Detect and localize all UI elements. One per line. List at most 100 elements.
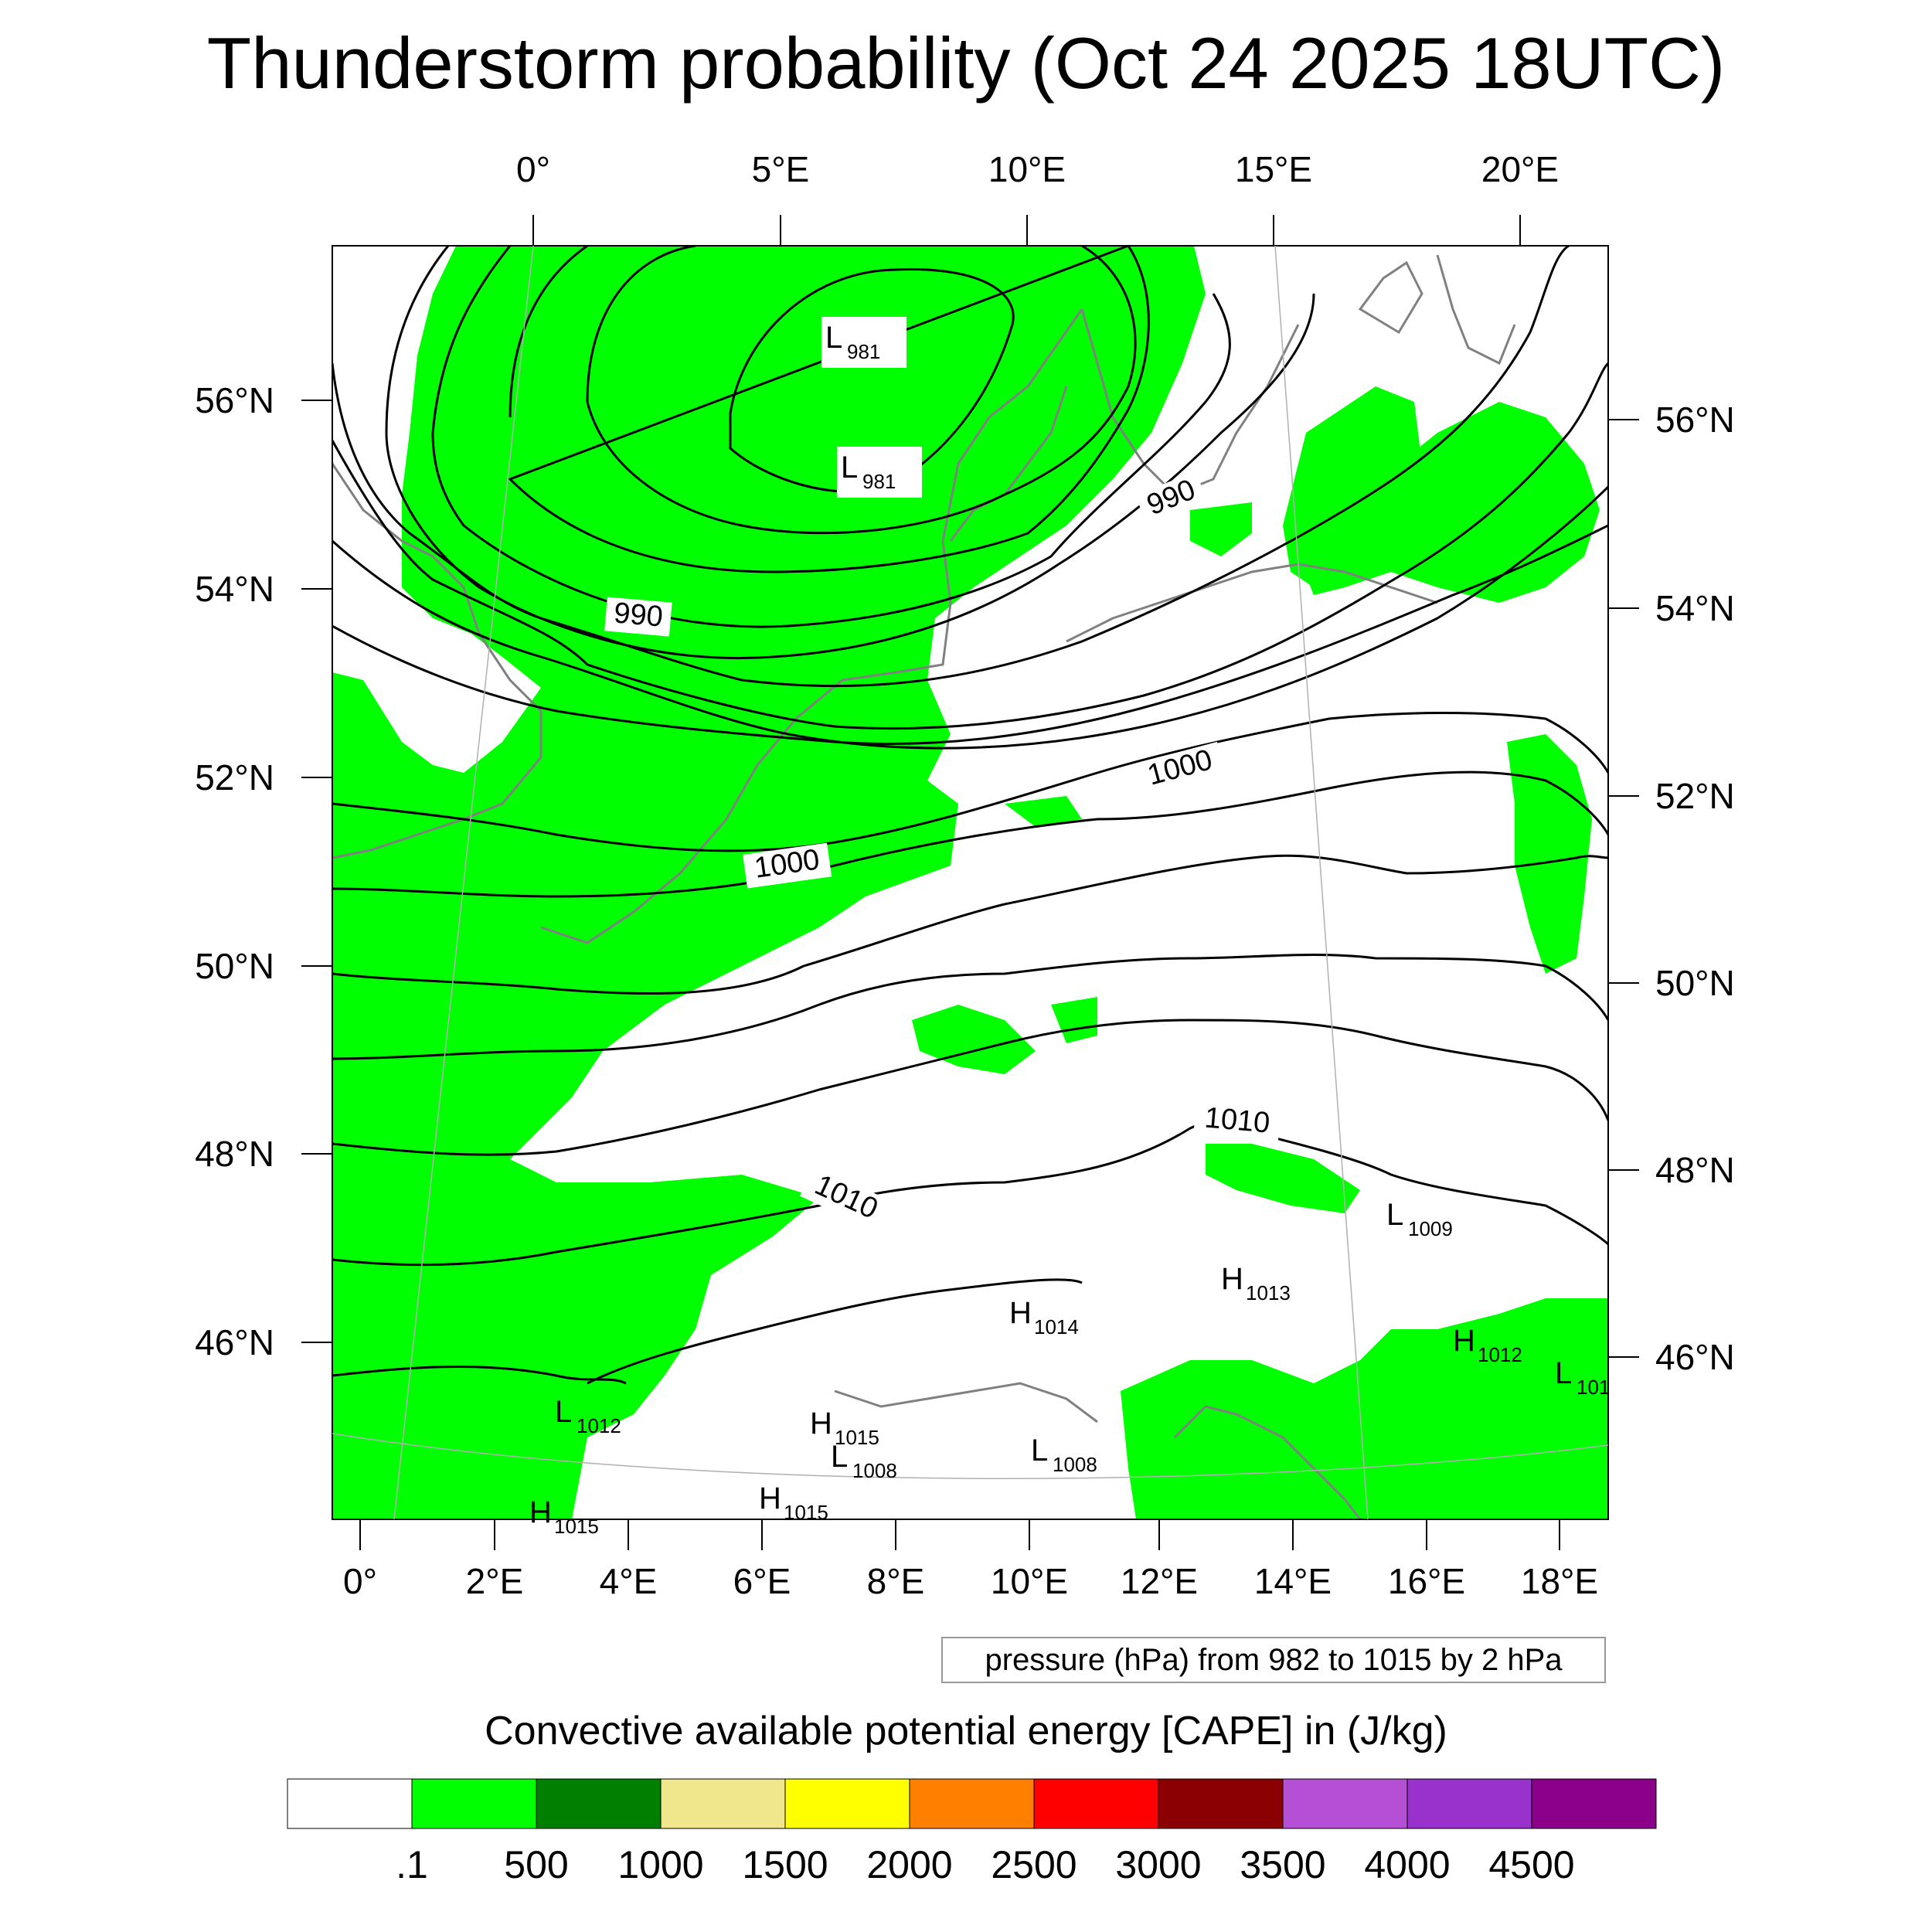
colorbar-label: 1000 bbox=[617, 1843, 703, 1886]
coastlines bbox=[332, 254, 1516, 1519]
cape-region-sweden-south bbox=[1190, 502, 1252, 556]
right-tick-label: 50°N bbox=[1655, 963, 1735, 1003]
cape-region-central-patches bbox=[912, 1005, 1036, 1074]
pressure-center-value: 1012 bbox=[577, 1414, 621, 1437]
colorbar-swatch bbox=[536, 1778, 662, 1829]
left-tick-label: 46°N bbox=[195, 1322, 274, 1362]
pressure-center-value: 1015 bbox=[554, 1515, 599, 1538]
colorbar-title: Convective available potential energy [C… bbox=[485, 1709, 1447, 1753]
pressure-center-type: H bbox=[1221, 1262, 1243, 1296]
isobar-1000 bbox=[332, 712, 1608, 852]
bottom-tick-label: 2°E bbox=[466, 1561, 524, 1601]
pressure-center: L 101 bbox=[1555, 1356, 1610, 1399]
isobar-1002 bbox=[332, 770, 1608, 898]
colorbar-label: 4500 bbox=[1488, 1843, 1574, 1886]
map-title: Thunderstorm probability (Oct 24 2025 18… bbox=[206, 22, 1726, 104]
colorbar-swatch bbox=[909, 1778, 1035, 1829]
pressure-center: L 1008 bbox=[831, 1440, 897, 1482]
colorbar-swatch bbox=[287, 1778, 413, 1829]
coastline-gotland bbox=[1358, 260, 1423, 335]
pressure-center-type: L bbox=[825, 321, 842, 355]
bottom-tick-label: 8°E bbox=[867, 1561, 925, 1601]
coastline-italy bbox=[834, 1382, 1098, 1423]
top-tick-label: 20°E bbox=[1481, 149, 1559, 189]
bottom-tick-label: 18°E bbox=[1521, 1561, 1598, 1601]
pressure-center-value: 1015 bbox=[835, 1426, 879, 1449]
cape-region-poland bbox=[1298, 402, 1600, 603]
bottom-tick-label: 10°E bbox=[991, 1561, 1068, 1601]
pressure-center-value: 1012 bbox=[1478, 1343, 1522, 1366]
pressure-center-type: H bbox=[759, 1481, 781, 1515]
pressure-center: H 1014 bbox=[1009, 1296, 1079, 1338]
isobar-998 bbox=[332, 524, 1608, 746]
plot-frame bbox=[332, 245, 1609, 1520]
colorbar-swatch bbox=[1282, 1778, 1408, 1829]
pressure-center: H 1015 bbox=[759, 1481, 828, 1524]
isobars bbox=[332, 246, 1608, 1385]
isobar-981-inner bbox=[729, 267, 1015, 493]
pressure-center-type: L bbox=[1386, 1198, 1403, 1232]
coastline-uk bbox=[332, 463, 543, 859]
colorbar-swatch bbox=[411, 1778, 537, 1829]
colorbar-swatch bbox=[1033, 1778, 1159, 1829]
right-tick-label: 46°N bbox=[1655, 1337, 1735, 1377]
isobar-label: 1010 bbox=[1203, 1101, 1271, 1139]
isobar-label: 990 bbox=[613, 597, 665, 633]
isobar-986 bbox=[508, 246, 1150, 573]
pressure-center-value: 1008 bbox=[852, 1459, 897, 1482]
coastline-finland bbox=[1436, 254, 1516, 366]
contour-info-box: pressure (hPa) from 982 to 1015 by 2 hPa bbox=[941, 1637, 1606, 1683]
bottom-tick-label: 4°E bbox=[600, 1561, 658, 1601]
colorbar-swatch bbox=[1158, 1778, 1284, 1829]
right-tick-label: 48°N bbox=[1655, 1150, 1735, 1190]
isobar-1012 bbox=[332, 1278, 1083, 1385]
pressure-center-type: L bbox=[1031, 1434, 1048, 1468]
colorbar-label: .1 bbox=[396, 1843, 428, 1886]
meridian-15 bbox=[1274, 245, 1369, 1520]
pressure-center: L 1008 bbox=[1031, 1434, 1097, 1476]
pressure-center-type: L bbox=[841, 451, 858, 485]
graticule bbox=[332, 245, 1609, 1520]
isobar-994 bbox=[332, 362, 1608, 730]
pressure-center-value: 981 bbox=[847, 340, 880, 363]
bottom-tick-label: 0° bbox=[343, 1561, 377, 1601]
pressure-center-type: L bbox=[555, 1395, 572, 1429]
pressure-center: L 981 bbox=[837, 447, 922, 498]
colorbar-label: 3000 bbox=[1115, 1843, 1201, 1886]
pressure-center-value: 981 bbox=[862, 470, 896, 493]
isobar-996 bbox=[332, 485, 1608, 750]
colorbar-label: 2000 bbox=[866, 1843, 952, 1886]
coastline-baltic-south bbox=[1066, 563, 1438, 643]
top-tick-label: 10°E bbox=[988, 149, 1066, 189]
pressure-center: H 1013 bbox=[1221, 1262, 1291, 1304]
top-tick-label: 5°E bbox=[752, 149, 810, 189]
isobar-984 bbox=[586, 246, 1137, 535]
colorbar-labels: .1 500 1000 1500 2000 2500 3000 3500 400… bbox=[396, 1843, 1574, 1886]
cape-field bbox=[332, 246, 1608, 1519]
cape-region-central-patches-2 bbox=[1051, 997, 1097, 1043]
bottom-tick-label: 14°E bbox=[1254, 1561, 1332, 1601]
axis-ticks bbox=[301, 215, 1639, 1550]
coastline-adriatic bbox=[1173, 1405, 1362, 1519]
colorbar bbox=[287, 1778, 1657, 1829]
cape-region-east-europe bbox=[1507, 734, 1592, 974]
isobar-990 bbox=[385, 246, 1315, 660]
colorbar-label: 2500 bbox=[991, 1843, 1077, 1886]
pressure-center-type: H bbox=[1009, 1296, 1032, 1330]
pressure-center-type: H bbox=[810, 1406, 832, 1440]
colorbar-swatch bbox=[784, 1778, 910, 1829]
left-tick-label: 48°N bbox=[195, 1134, 274, 1174]
right-tick-label: 52°N bbox=[1655, 776, 1735, 816]
isobar-1010 bbox=[332, 1121, 1608, 1267]
pressure-center-value: 1009 bbox=[1408, 1217, 1453, 1240]
pressure-center-type: H bbox=[1453, 1324, 1475, 1358]
parallel-45 bbox=[332, 1433, 1609, 1480]
axis-labels: 0° 5°E 10°E 15°E 20°E 0° 2°E 4°E 6°E 8°E… bbox=[195, 149, 1735, 1601]
meridian-0 bbox=[393, 245, 534, 1520]
isobar-1008 bbox=[332, 1019, 1608, 1156]
colorbar-label: 4000 bbox=[1364, 1843, 1450, 1886]
cape-region-alps-east bbox=[1206, 1144, 1360, 1213]
colorbar-swatch bbox=[1406, 1778, 1532, 1829]
isobar-992 bbox=[332, 246, 1570, 688]
